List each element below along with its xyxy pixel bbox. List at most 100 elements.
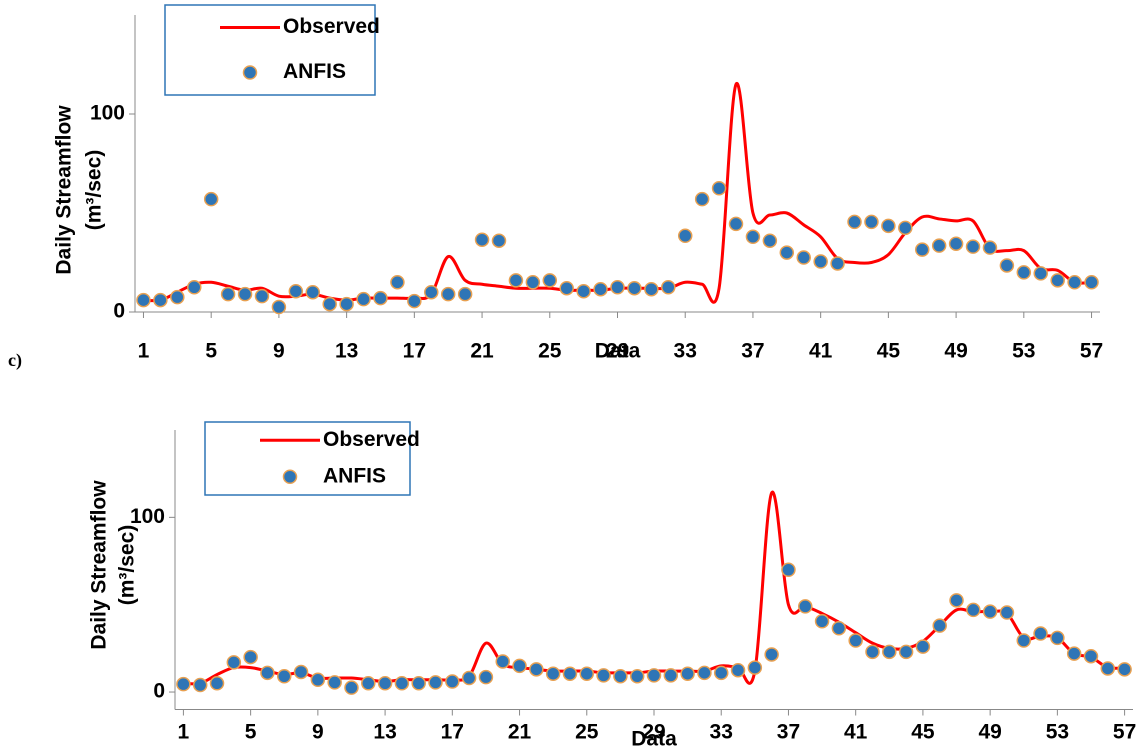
anfis-point — [220, 286, 236, 302]
legend-label: Observed — [283, 15, 380, 38]
anfis-point — [697, 665, 712, 681]
anfis-point — [1033, 626, 1048, 641]
anfis-point — [999, 258, 1015, 273]
anfis-point — [646, 668, 662, 683]
anfis-point — [243, 649, 258, 665]
anfis-point — [170, 289, 185, 305]
anfis-point — [865, 644, 880, 660]
anfis-point — [898, 644, 914, 660]
anfis-point — [440, 286, 456, 302]
anfis-point — [1016, 265, 1032, 280]
anfis-point — [830, 256, 845, 271]
anfis-point — [613, 669, 628, 684]
anfis-point — [559, 280, 574, 296]
anfis-point — [1100, 661, 1116, 676]
x-tick-label: 37 — [741, 340, 764, 363]
anfis-point — [390, 275, 405, 290]
anfis-point — [327, 675, 342, 690]
anfis-point — [629, 669, 645, 684]
anfis-point — [576, 283, 591, 299]
anfis-point — [562, 666, 578, 681]
anfis-point — [153, 292, 168, 308]
anfis-point — [288, 283, 304, 299]
y-tick-label: 0 — [153, 680, 165, 703]
anfis-point — [495, 654, 510, 669]
x-tick-label: 29 — [642, 721, 665, 744]
x-tick-label: 53 — [1046, 721, 1069, 744]
x-tick-label: 49 — [944, 340, 967, 363]
anfis-point — [361, 676, 376, 691]
x-tick-label: 1 — [138, 340, 150, 363]
x-tick-label: 21 — [470, 340, 494, 363]
anfis-point — [982, 604, 998, 619]
legend-box — [164, 4, 376, 96]
x-tick-label: 29 — [606, 340, 629, 363]
anfis-point — [747, 660, 763, 675]
anfis-point — [814, 614, 830, 629]
anfis-point — [711, 181, 727, 196]
x-tick-label: 25 — [575, 721, 599, 744]
anfis-point — [579, 666, 595, 681]
x-tick-label: 37 — [777, 721, 800, 744]
observed-line — [143, 82, 1092, 304]
anfis-point — [356, 291, 371, 307]
x-tick-label: 33 — [710, 721, 733, 744]
anfis-point — [847, 214, 862, 230]
anfis-point — [136, 292, 151, 308]
x-tick-label: 53 — [1012, 340, 1035, 363]
anfis-point — [762, 233, 778, 248]
anfis-point — [966, 602, 981, 618]
anfis-point — [187, 280, 202, 295]
panel-label: c) — [8, 350, 22, 371]
anfis-point — [1016, 633, 1032, 648]
anfis-point — [491, 233, 507, 248]
anfis-point — [730, 662, 746, 678]
x-tick-label: 17 — [403, 340, 426, 363]
anfis-point — [461, 670, 477, 686]
x-tick-label: 13 — [373, 721, 396, 744]
anfis-point — [781, 562, 796, 577]
anfis-point — [848, 633, 863, 648]
anfis-point — [445, 674, 460, 689]
x-tick-label: 5 — [245, 721, 257, 744]
anfis-point — [779, 245, 795, 260]
y-tick-label: 100 — [90, 102, 125, 125]
anfis-point — [627, 280, 642, 296]
x-tick-label: 57 — [1113, 721, 1136, 744]
anfis-point — [728, 216, 744, 232]
anfis-point — [411, 676, 426, 691]
anfis-point — [931, 238, 947, 253]
anfis-point — [798, 599, 813, 614]
anfis-point — [644, 281, 659, 297]
x-tick-label: 45 — [877, 340, 901, 363]
anfis-point — [915, 639, 931, 654]
anfis-point — [1084, 275, 1099, 290]
anfis-point — [1050, 273, 1065, 288]
anfis-point — [305, 284, 321, 300]
anfis-point — [545, 666, 561, 681]
anfis-point — [663, 668, 679, 683]
anfis-point — [310, 672, 326, 688]
anfis-point — [999, 605, 1015, 620]
anfis-point — [1067, 275, 1082, 290]
anfis-point — [982, 240, 998, 255]
anfis-point — [276, 669, 292, 684]
anfis-point — [478, 669, 494, 685]
x-tick-label: 41 — [809, 340, 833, 363]
anfis-point — [254, 288, 270, 304]
anfis-point — [377, 676, 393, 691]
legend-marker — [282, 469, 298, 484]
anfis-point — [344, 680, 359, 695]
x-tick-label: 25 — [538, 340, 562, 363]
anfis-point — [1033, 266, 1048, 281]
anfis-point — [881, 218, 896, 234]
anfis-point — [914, 242, 930, 257]
anfis-point — [474, 232, 490, 247]
anfis-point — [339, 296, 354, 312]
x-axis-label: Data — [595, 340, 641, 363]
anfis-point — [525, 275, 541, 290]
anfis-point — [661, 280, 676, 295]
anfis-point — [1050, 630, 1065, 646]
x-tick-label: 17 — [441, 721, 464, 744]
anfis-point — [831, 621, 847, 636]
